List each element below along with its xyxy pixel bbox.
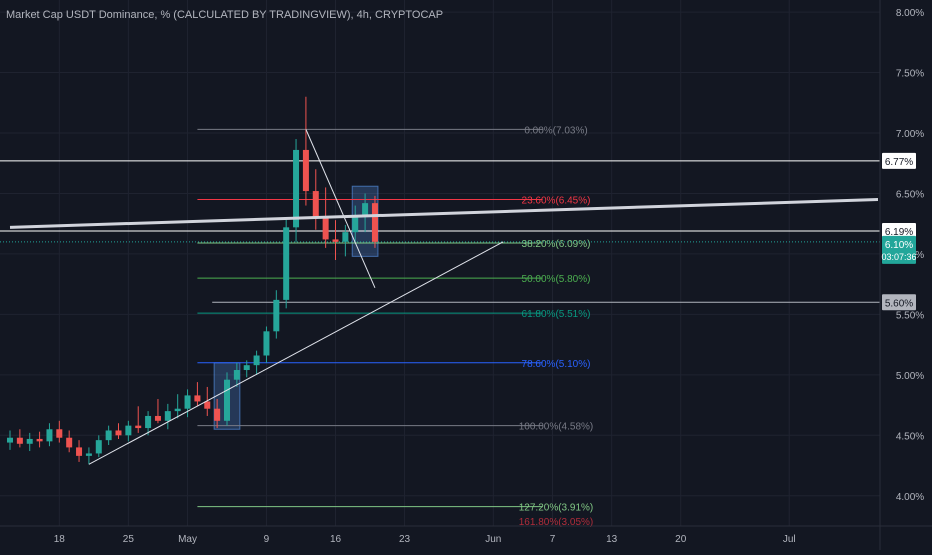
x-tick-label: 18	[54, 534, 66, 545]
trend-line-resistance[interactable]	[305, 129, 376, 288]
y-tick-label: 6.50%	[896, 189, 924, 200]
candle-body	[352, 215, 359, 233]
y-tick-label: 5.00%	[896, 371, 924, 382]
x-tick-label: 13	[606, 534, 618, 545]
trend-line-long-channel[interactable]	[9, 198, 879, 229]
candle-body	[194, 395, 201, 402]
candle-body	[95, 440, 102, 454]
y-tick-label: 7.50%	[896, 69, 924, 80]
fib-level-label: 23.60%(6.45%)	[522, 196, 591, 207]
candle-body	[145, 415, 152, 429]
price-line-label: 6.19%	[885, 227, 913, 238]
candle-body	[66, 437, 73, 448]
fib-level-label: 100.00%(4.58%)	[519, 422, 594, 433]
current-price-badge	[882, 235, 916, 264]
candle-body	[36, 438, 43, 442]
price-axis[interactable]: 8.00%7.50%7.00%6.50%6.00%5.50%5.00%4.50%…	[879, 0, 924, 550]
fib-level-label: 38.20%(6.09%)	[522, 239, 591, 250]
y-tick-label: 4.50%	[896, 431, 924, 442]
candle-body	[204, 401, 211, 409]
fib-level-label: 161.80%(3.05%)	[519, 517, 594, 528]
price-line-badge	[882, 294, 916, 311]
y-tick-label: 4.00%	[896, 492, 924, 503]
x-tick-label: Jun	[485, 534, 501, 545]
x-tick-label: 16	[330, 534, 342, 545]
x-tick-label: May	[178, 534, 197, 545]
candle-body	[76, 447, 83, 456]
candle-body	[263, 331, 270, 356]
candle-body	[312, 191, 319, 218]
candle-body	[362, 203, 369, 216]
price-line-label: 6.77%	[885, 157, 913, 168]
fibonacci-retracement[interactable]: 0.00%(7.03%) 23.60%(6.45%) 38.20%(6.09%) 50…	[197, 125, 593, 528]
current-price-label: 6.10%	[885, 240, 913, 251]
candle-body	[164, 411, 171, 421]
candle-body	[283, 227, 290, 300]
fib-level-label: 78.60%(5.10%)	[522, 359, 591, 370]
candle-body	[46, 429, 53, 442]
candle-body	[253, 355, 260, 366]
x-tick-label: 9	[264, 534, 270, 545]
fib-level-label: 61.80%(5.51%)	[522, 309, 591, 320]
x-tick-label: 23	[399, 534, 411, 545]
candle-body	[214, 408, 221, 421]
candle-body	[273, 299, 280, 332]
price-line-badge	[882, 152, 916, 169]
candle-body	[125, 425, 132, 436]
x-tick-label: 25	[123, 534, 135, 545]
fib-level-label: 50.00%(5.80%)	[522, 274, 591, 285]
candle-body	[322, 217, 329, 240]
candle-body	[56, 429, 63, 438]
trend-line-support[interactable]	[88, 241, 504, 465]
candle-body	[7, 437, 13, 443]
candlestick-series	[7, 96, 378, 465]
x-tick-label: 7	[550, 534, 556, 545]
candle-body	[332, 239, 339, 242]
fib-level-label: 127.20%(3.91%)	[519, 503, 594, 514]
candle-body	[224, 379, 230, 421]
candle-body	[184, 395, 191, 409]
horizontal-price-lines[interactable]	[0, 160, 880, 303]
chart-title: Market Cap USDT Dominance, % (CALCULATED…	[6, 9, 444, 21]
price-line-label: 5.60%	[885, 298, 913, 309]
candle-body	[293, 149, 300, 228]
candle-body	[154, 415, 161, 421]
candle-body	[105, 430, 112, 441]
candle-body	[85, 453, 92, 456]
time-axis[interactable]: 18 25 May 9 16 23 Jun 7 13 20 Jul	[0, 525, 932, 545]
y-tick-label: 7.00%	[896, 129, 924, 140]
x-tick-label: 20	[675, 534, 687, 545]
candle-body	[115, 430, 122, 436]
candle-body	[135, 425, 142, 429]
bar-countdown-label: 03:07:36	[881, 252, 916, 262]
candle-body	[16, 437, 23, 444]
y-tick-label: 8.00%	[896, 8, 924, 19]
price-line-badge	[882, 222, 916, 239]
trend-lines[interactable]	[9, 129, 879, 465]
fib-level-label: 0.00%(7.03%)	[524, 125, 587, 136]
candle-body	[243, 365, 250, 371]
y-tick-label: 5.50%	[896, 310, 924, 321]
candle-body	[371, 203, 378, 242]
x-tick-label: Jul	[783, 534, 796, 545]
candle-body	[174, 408, 181, 412]
candle-body	[302, 149, 309, 192]
candle-body	[233, 370, 240, 380]
candle-body	[26, 438, 33, 444]
candle-body	[342, 232, 349, 242]
